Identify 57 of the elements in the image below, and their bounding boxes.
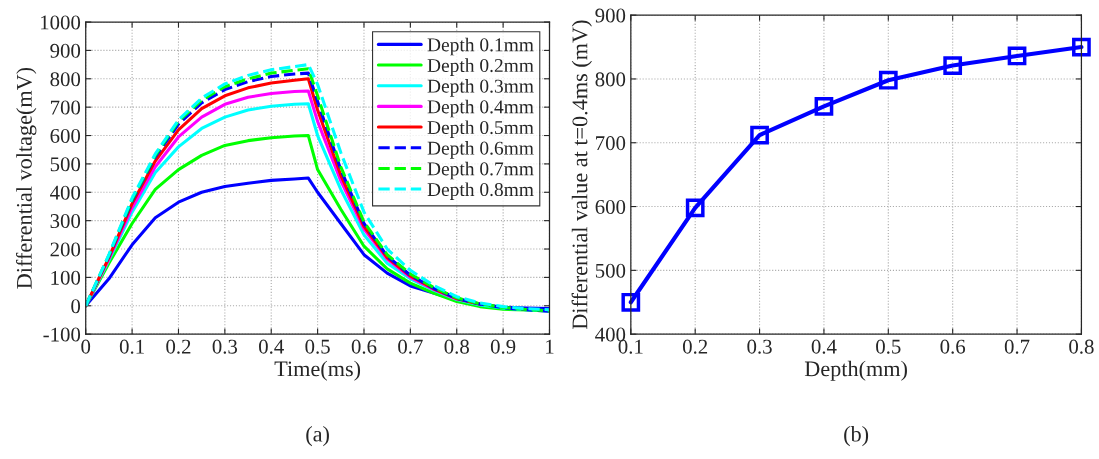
x-tick-label: 0.6 [940,339,966,354]
y-tick-label: 600 [50,128,81,143]
x-tick-label: 0.6 [351,339,377,354]
point [878,70,898,90]
y-tick-label: 400 [50,185,81,200]
point [1072,37,1091,57]
legend-label: Depth 0.1mm [427,37,534,56]
x-tick-label: 0.7 [1004,339,1030,354]
x-tick-label: 0.5 [876,339,901,354]
point [621,292,641,312]
x-tick-label: 0.1 [119,339,144,354]
y-tick-label: 700 [50,100,81,115]
point [1007,46,1027,66]
x-tick-label: 1 [546,339,554,354]
x-tick-label: 0.4 [259,339,284,354]
x-tick-label: 0.5 [305,339,330,354]
y-tick-label: 900 [595,8,626,23]
text: (b) [844,425,869,447]
y-tick-label: 1000 [41,15,81,30]
y-tick-label: 500 [595,263,626,278]
legend-label: Depth 0.3mm [427,79,534,97]
point [814,97,834,116]
x-tick-label: 0.3 [747,339,772,354]
x-axis-title: Depth(mm) [804,360,907,381]
y-axis-title: Differential value at t=0.4ms (mV) [571,20,592,330]
x-tick-label: 0.7 [398,339,423,354]
legend-label: Depth 0.7mm [427,161,534,180]
y-tick-label: -100 [43,327,81,342]
y-tick-label: 600 [595,199,626,214]
legend-label: Depth 0.8mm [427,182,534,201]
y-tick-label: 700 [596,136,626,151]
legend-label: Depth 0.2mm [427,58,534,77]
y-tick-label: 800 [50,72,81,87]
text: (a) [306,425,329,447]
point [943,56,963,75]
y-axis-title: Differential voltage(mV) [15,67,37,289]
y-tick-label: 100 [51,270,81,285]
x-axis-title: Time(ms) [274,360,361,381]
x-tick-label: 0 [81,339,91,354]
x-tick-label: 0.2 [682,339,708,354]
legend-label: Depth 0.5mm [427,120,534,139]
y-tick-label: 800 [595,72,626,87]
x-tick-label: 0.3 [212,339,238,354]
y-tick-label: 900 [50,43,81,58]
y-tick-label: 200 [50,242,81,257]
legend-label: Depth 0.6mm [427,141,534,159]
legend-label: Depth 0.4mm [427,99,534,118]
x-tick-label: 0.4 [811,339,837,354]
x-tick-label: 0.9 [490,339,516,354]
x-tick-label: 0.2 [166,339,191,354]
point [685,198,705,218]
y-tick-label: 300 [50,214,81,229]
x-tick-label: 0.8 [1069,339,1094,354]
x-tick-label: 0.8 [444,339,469,354]
y-tick-label: 0 [71,299,81,314]
point [750,125,769,145]
y-tick-label: 500 [50,157,81,172]
